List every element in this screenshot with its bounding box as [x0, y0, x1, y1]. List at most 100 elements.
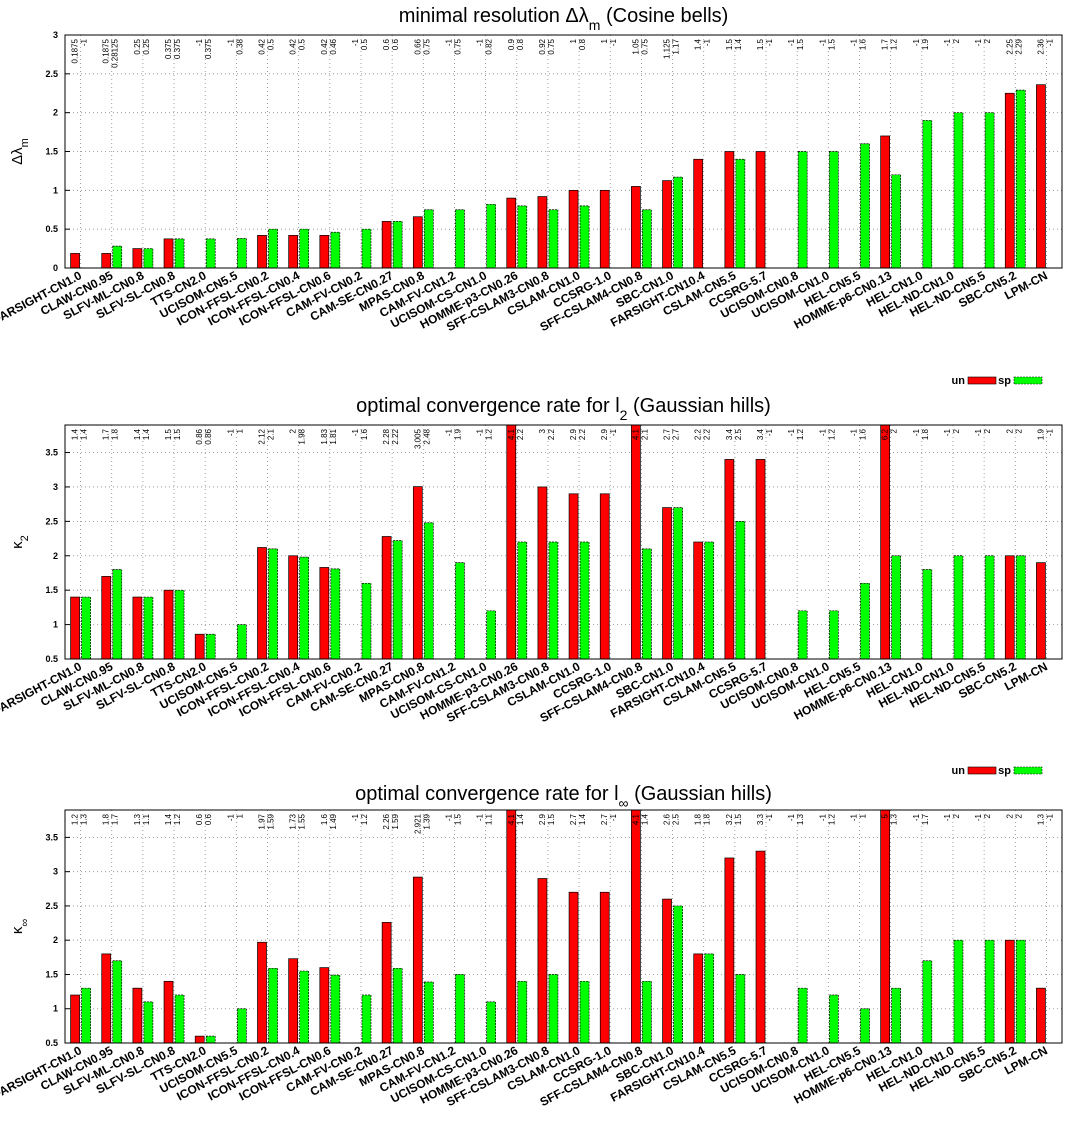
bar-sp: [548, 209, 559, 269]
legend-label-sp: sp: [998, 765, 1011, 777]
value-label-sp: 1.7: [111, 813, 120, 825]
bar-un: [724, 459, 735, 660]
value-label-un: -1: [912, 813, 921, 821]
chart-title-main: minimal resolution Δλ: [399, 5, 589, 27]
bar-sp: [392, 540, 403, 660]
value-label-un: 1.7: [881, 38, 890, 50]
value-label-sp: 2.22: [391, 428, 400, 444]
value-label-un: -1: [444, 813, 453, 821]
bar-sp: [174, 238, 185, 269]
bar-sp: [642, 980, 652, 1044]
value-label-un: 6.2: [881, 428, 890, 440]
bar-un: [568, 891, 579, 1044]
value-label-un: 4.1: [507, 428, 516, 440]
value-label-un: 1.9: [1036, 428, 1045, 440]
bar-un: [662, 507, 672, 660]
bar-un: [568, 493, 579, 660]
value-label-sp: 1.59: [267, 813, 276, 829]
bar-sp: [797, 610, 808, 660]
value-label-sp: 1.4: [578, 813, 587, 825]
value-label-sp: 0.5: [360, 38, 369, 50]
bar-sp: [517, 541, 528, 660]
y-tick-label: 2: [53, 935, 58, 945]
value-label-sp: 1.59: [391, 813, 400, 829]
value-label-un: -1: [195, 38, 204, 46]
y-tick-label: 1: [53, 1004, 58, 1014]
value-label-sp: 1.5: [734, 813, 743, 825]
y-tick-label: 0.5: [45, 224, 58, 234]
bar-sp: [860, 582, 870, 660]
value-label-un: 0.375: [164, 38, 173, 59]
bar-sp: [548, 974, 559, 1044]
plot-frame: [64, 424, 1063, 660]
value-label-un: -1: [974, 38, 983, 46]
bar-un: [132, 248, 143, 269]
value-label-un: -1: [849, 813, 858, 821]
value-label-un: 1.5: [756, 38, 765, 50]
value-label-sp: 1.9: [453, 428, 462, 440]
bar-un: [288, 555, 299, 660]
bar-sp: [205, 1035, 216, 1044]
bar-sp: [392, 967, 403, 1044]
legend-label-sp: sp: [998, 375, 1011, 387]
value-label-sp: 1.4: [734, 38, 743, 50]
value-label-sp: 1.3: [890, 813, 899, 825]
bar-sp: [735, 974, 746, 1044]
value-label-sp: 1.5: [796, 38, 805, 50]
value-label-sp: -1: [609, 813, 618, 821]
bar-sp: [268, 548, 278, 660]
legend: un sp: [952, 375, 1043, 387]
value-label-sp: 0.375: [204, 38, 213, 59]
chart-title: optimal convergence rate for l2 (Gaussia…: [356, 395, 771, 423]
bar-sp: [1015, 939, 1026, 1044]
bar-un: [1004, 92, 1015, 269]
value-label-un: 4.1: [631, 428, 640, 440]
bar-un: [631, 809, 641, 1044]
bar-sp: [205, 633, 216, 660]
value-label-sp: 2: [983, 813, 992, 818]
value-label-un: 2: [1005, 428, 1014, 433]
value-label-un: 1.05: [631, 38, 640, 54]
bar-un: [599, 891, 610, 1044]
y-tick-label: 2.5: [45, 516, 58, 526]
value-label-un: -1: [351, 428, 360, 436]
bar-sp: [237, 238, 247, 269]
y-axis-label-main: κ: [9, 541, 26, 549]
bar-sp: [299, 556, 310, 660]
value-label-un: 3: [538, 428, 547, 433]
value-label-sp: 1.8: [111, 428, 120, 440]
value-label-sp: 1.2: [360, 813, 369, 825]
legend-label-un: un: [952, 375, 966, 387]
value-label-un: -1: [849, 428, 858, 436]
bar-sp: [579, 205, 590, 269]
value-label-un: 2.26: [382, 813, 391, 829]
y-axis-label-sub: ∞: [19, 919, 31, 927]
chart-title-main: optimal convergence rate for l: [355, 783, 618, 805]
legend-swatch-sp: [1013, 766, 1043, 775]
value-label-sp: 2: [952, 813, 961, 818]
value-label-un: 2.6: [663, 813, 672, 825]
bar-sp: [112, 960, 123, 1044]
value-label-sp: 1.49: [329, 813, 338, 829]
bar-sp: [81, 596, 91, 660]
bar-un: [506, 809, 517, 1044]
chart-title-sub: ∞: [619, 795, 629, 811]
value-label-un: -1: [943, 428, 952, 436]
value-label-sp: 2.5: [672, 813, 681, 825]
value-label-un: 2.7: [600, 813, 609, 825]
value-label-un: 2.9: [538, 813, 547, 825]
bar-un: [631, 424, 641, 660]
value-label-sp: 1.6: [360, 428, 369, 440]
bar-sp: [922, 960, 933, 1044]
bar-sp: [486, 610, 496, 660]
value-label-sp: 1.5: [453, 813, 462, 825]
bar-un: [381, 221, 392, 269]
bar-sp: [517, 205, 528, 269]
value-label-un: 1.3: [1036, 813, 1045, 825]
value-label-sp: 2.2: [578, 428, 587, 440]
value-label-sp: -1: [703, 38, 712, 46]
chart-title: optimal convergence rate for l∞ (Gaussia…: [355, 783, 772, 811]
plot-frame: [64, 34, 1063, 269]
bar-un: [132, 596, 143, 660]
bar-sp: [143, 1001, 154, 1044]
